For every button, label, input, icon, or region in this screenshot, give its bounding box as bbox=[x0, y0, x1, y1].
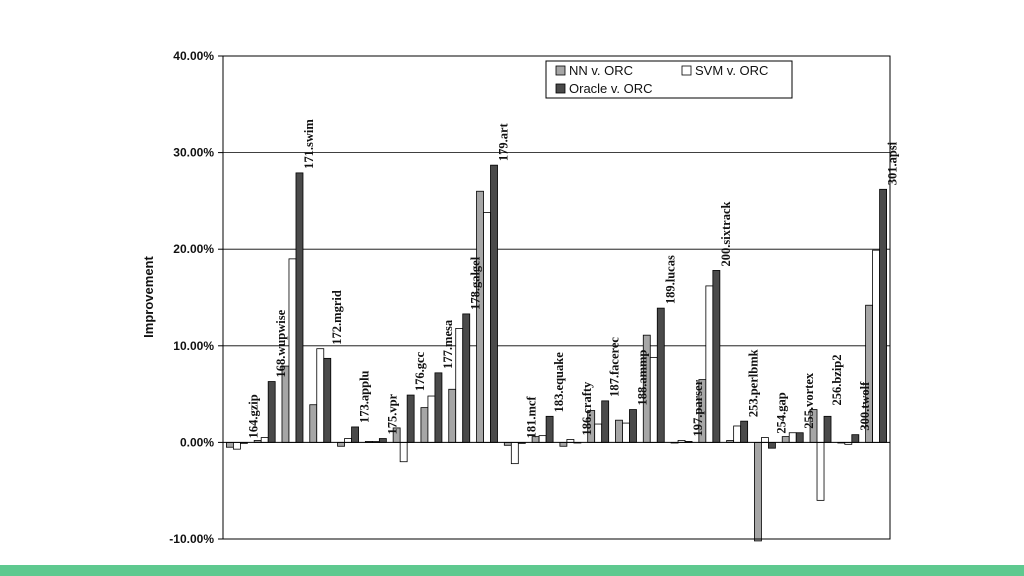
bar-svm-v-orc-188-ammp bbox=[622, 422, 630, 443]
bar-oracle-v-orc-188-ammp bbox=[629, 409, 637, 443]
bar-svm-v-orc-176-gcc bbox=[399, 441, 408, 463]
bar-svm-v-orc-200-sixtrack bbox=[705, 285, 714, 443]
bar-nn-v-orc-254-gap bbox=[754, 441, 762, 542]
benchmark-label: 164.gzip bbox=[246, 394, 260, 438]
y-tick-label: 20.00% bbox=[173, 242, 214, 256]
bar-nn-v-orc-164-gzip bbox=[225, 441, 234, 448]
bar-oracle-v-orc-255-vortex bbox=[795, 432, 804, 443]
bar-svm-v-orc-171-swim bbox=[288, 258, 297, 443]
benchmark-label: 189.lucas bbox=[663, 255, 677, 304]
legend-label: SVM v. ORC bbox=[695, 63, 768, 78]
bar-oracle-v-orc-183-equake bbox=[545, 415, 554, 443]
bar-nn-v-orc-179-art bbox=[476, 190, 484, 443]
legend-swatch bbox=[555, 65, 566, 76]
plot-area-border bbox=[222, 55, 891, 540]
bar-svm-v-orc-301-apsi bbox=[872, 249, 881, 443]
bar-nn-v-orc-178-galgel bbox=[448, 388, 457, 443]
benchmark-label: 177.mesa bbox=[441, 319, 455, 369]
bar-nn-v-orc-188-ammp bbox=[615, 419, 623, 443]
footer-accent-bar bbox=[0, 565, 1024, 576]
bar-svm-v-orc-255-vortex bbox=[788, 432, 797, 443]
benchmark-label: 183.equake bbox=[552, 352, 566, 413]
bar-oracle-v-orc-301-apsi bbox=[879, 188, 888, 443]
benchmark-label: 186.crafty bbox=[580, 381, 594, 436]
y-tick-label: 0.00% bbox=[180, 435, 214, 449]
y-tick-label: -10.00% bbox=[169, 532, 214, 546]
benchmark-label: 181.mcf bbox=[524, 396, 538, 439]
benchmark-label: 200.sixtrack bbox=[719, 201, 733, 266]
bar-oracle-v-orc-168-wupwise bbox=[267, 381, 276, 443]
bar-oracle-v-orc-178-galgel bbox=[462, 313, 471, 443]
bar-oracle-v-orc-253-perlbmk bbox=[740, 420, 749, 443]
benchmark-label: 254.gap bbox=[774, 392, 788, 433]
bar-svm-v-orc-177-mesa bbox=[427, 395, 436, 443]
y-axis-title: Improvement bbox=[141, 256, 156, 338]
bar-nn-v-orc-186-crafty bbox=[559, 441, 568, 447]
benchmark-label: 173.applu bbox=[358, 370, 372, 423]
bar-svm-v-orc-253-perlbmk bbox=[733, 425, 742, 443]
benchmark-label: 197.parser bbox=[691, 379, 705, 436]
bar-nn-v-orc-172-mgrid bbox=[309, 404, 318, 443]
y-tick-label: 10.00% bbox=[173, 339, 214, 353]
bar-nn-v-orc-255-vortex bbox=[781, 436, 790, 443]
bar-oracle-v-orc-189-lucas bbox=[656, 307, 665, 443]
benchmark-label: 255.vortex bbox=[802, 372, 816, 429]
benchmark-label: 187.facerec bbox=[608, 337, 622, 397]
y-tick-label: 30.00% bbox=[173, 146, 214, 160]
bar-oracle-v-orc-187-facerec bbox=[601, 400, 610, 443]
benchmark-label: 171.swim bbox=[302, 119, 316, 169]
bar-svm-v-orc-254-gap bbox=[761, 437, 769, 443]
legend-label: Oracle v. ORC bbox=[569, 81, 653, 96]
bar-svm-v-orc-173-applu bbox=[344, 438, 352, 443]
benchmark-labels: 164.gzip 168.wupwise 171.swim 172.mgrid 173.… bbox=[246, 119, 899, 439]
bar-nn-v-orc-173-applu bbox=[337, 441, 345, 447]
benchmark-label: 172.mgrid bbox=[330, 290, 344, 345]
bar-oracle-v-orc-300-twolf bbox=[851, 434, 860, 443]
benchmark-label: 253.perlbmk bbox=[747, 349, 761, 417]
benchmark-label: 256.bzip2 bbox=[830, 354, 844, 405]
bar-svm-v-orc-179-art bbox=[483, 212, 491, 443]
bar-oracle-v-orc-200-sixtrack bbox=[712, 270, 721, 443]
bar-svm-v-orc-168-wupwise bbox=[260, 437, 269, 443]
y-tick-label: 40.00% bbox=[173, 49, 214, 63]
bar-svm-v-orc-183-equake bbox=[538, 435, 547, 443]
benchmark-label: 176.gcc bbox=[413, 351, 427, 391]
bar-oracle-v-orc-177-mesa bbox=[434, 372, 443, 443]
bar-svm-v-orc-256-bzip2 bbox=[816, 441, 825, 501]
bar-svm-v-orc-164-gzip bbox=[232, 441, 241, 450]
bar-nn-v-orc-177-mesa bbox=[420, 407, 429, 443]
legend-swatch bbox=[681, 65, 692, 76]
legend: NN v. ORC SVM v. ORC Oracle v. ORC bbox=[545, 60, 793, 99]
legend-swatch bbox=[555, 83, 566, 94]
benchmark-label: 300.twolf bbox=[858, 381, 872, 431]
axes: -10.00% 0.00% 10.00% 20.00% 30.00% 40.00% bbox=[169, 49, 891, 546]
gridlines bbox=[223, 55, 890, 540]
bar-oracle-v-orc-175-vpr bbox=[378, 438, 387, 443]
legend-label: NN v. ORC bbox=[569, 63, 633, 78]
bar-oracle-v-orc-254-gap bbox=[768, 441, 776, 449]
bar-oracle-v-orc-256-bzip2 bbox=[823, 415, 832, 443]
benchmark-label: 301.apsi bbox=[886, 141, 900, 185]
benchmark-label: 175.vpr bbox=[385, 393, 399, 434]
bar-oracle-v-orc-179-art bbox=[490, 164, 498, 443]
bar-svm-v-orc-189-lucas bbox=[649, 356, 658, 443]
bar-oracle-v-orc-172-mgrid bbox=[323, 357, 332, 443]
benchmark-label: 179.art bbox=[497, 122, 511, 161]
benchmark-label: 178.galgel bbox=[469, 256, 483, 310]
bar-svm-v-orc-181-mcf bbox=[510, 441, 519, 465]
bar-oracle-v-orc-176-gcc bbox=[406, 394, 415, 443]
bar-oracle-v-orc-171-swim bbox=[295, 172, 304, 443]
bar-oracle-v-orc-173-applu bbox=[351, 426, 359, 443]
bar-svm-v-orc-178-galgel bbox=[455, 328, 464, 443]
bar-svm-v-orc-172-mgrid bbox=[316, 348, 325, 443]
benchmark-label: 188.ammp bbox=[635, 350, 649, 406]
bar-svm-v-orc-187-facerec bbox=[594, 423, 603, 443]
legend-box bbox=[545, 60, 793, 99]
benchmark-label: 168.wupwise bbox=[274, 309, 288, 377]
